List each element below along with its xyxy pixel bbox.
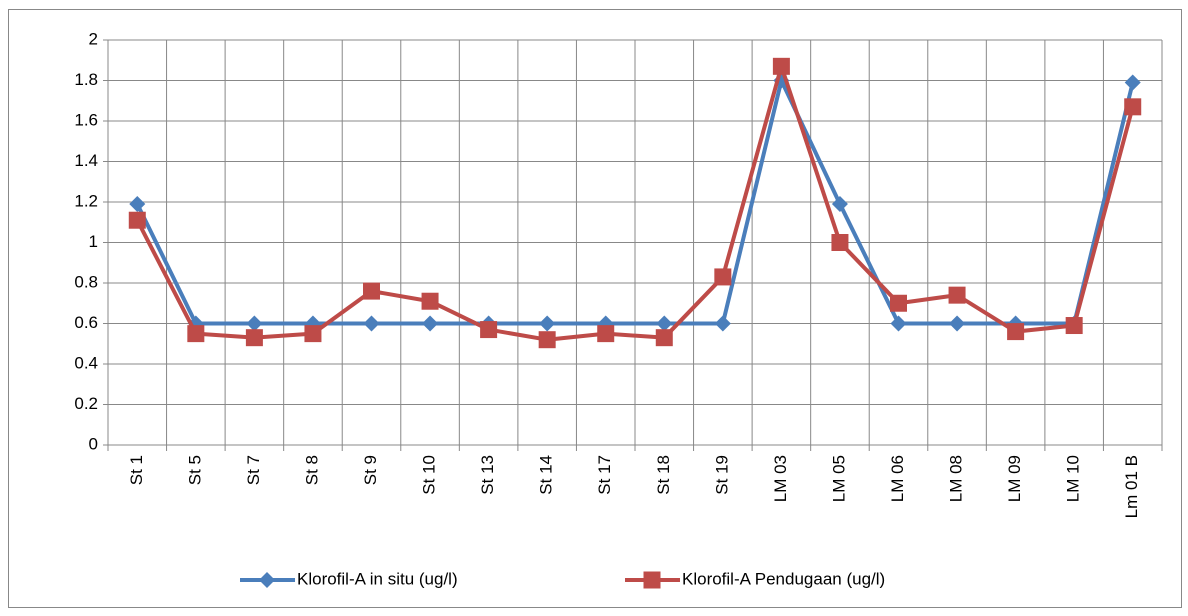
x-tick-label: St 1 xyxy=(127,455,146,485)
data-point xyxy=(831,196,848,213)
y-tick-label: 1.2 xyxy=(74,191,98,210)
x-tick-label: St 10 xyxy=(420,455,439,495)
data-point xyxy=(480,321,498,339)
x-tick-label: St 8 xyxy=(302,455,321,485)
data-point xyxy=(948,286,966,304)
legend-label: Klorofil-A Pendugaan (ug/l) xyxy=(682,569,885,588)
x-tick-label: St 7 xyxy=(244,455,263,485)
y-tick-label: 0.6 xyxy=(74,313,98,332)
x-tick-label: St 17 xyxy=(595,455,614,495)
data-point xyxy=(890,315,907,332)
data-point xyxy=(597,325,615,343)
y-tick-label: 1.8 xyxy=(74,70,98,89)
data-point xyxy=(1007,323,1025,341)
y-tick-label: 1.4 xyxy=(74,151,98,170)
data-point xyxy=(655,329,673,347)
data-point xyxy=(714,268,732,286)
x-tick-label: St 5 xyxy=(185,455,204,485)
series-line xyxy=(135,64,1135,342)
x-tick-label: LM 03 xyxy=(771,455,790,502)
data-point xyxy=(1124,74,1141,91)
data-point xyxy=(246,315,263,332)
legend-marker xyxy=(259,572,275,588)
x-tick-label: LM 05 xyxy=(829,455,848,502)
x-tick-label: LM 08 xyxy=(947,455,966,502)
data-point xyxy=(539,315,556,332)
x-tick-label: LM 09 xyxy=(1005,455,1024,502)
data-point xyxy=(890,294,907,312)
data-point xyxy=(422,315,439,332)
data-point xyxy=(363,282,380,300)
x-tick-label: LM 10 xyxy=(1064,455,1083,502)
data-point xyxy=(831,234,849,251)
data-point xyxy=(538,331,556,349)
y-tick-label: 0 xyxy=(89,434,98,453)
data-point xyxy=(656,315,673,332)
data-point xyxy=(304,325,322,343)
y-tick-label: 0.8 xyxy=(74,272,98,291)
y-tick-label: 1 xyxy=(89,232,98,251)
legend-label: Klorofil-A in situ (ug/l) xyxy=(297,569,458,588)
x-tick-label: LM 06 xyxy=(888,455,907,502)
data-point xyxy=(245,329,263,347)
x-tick-label: St 18 xyxy=(654,455,673,495)
data-point xyxy=(1124,98,1142,116)
x-tick-label: St 14 xyxy=(537,455,556,495)
y-tick-label: 2 xyxy=(89,29,98,48)
data-point xyxy=(129,196,146,213)
data-point xyxy=(421,292,439,310)
data-point xyxy=(772,57,790,75)
legend-marker xyxy=(643,571,661,589)
x-tick-label: Lm 01 B xyxy=(1122,455,1141,518)
data-point xyxy=(949,315,966,332)
data-point xyxy=(714,315,731,332)
y-tick-label: 1.6 xyxy=(74,110,98,129)
data-point xyxy=(128,211,146,229)
data-point xyxy=(363,315,380,332)
x-tick-label: St 9 xyxy=(361,455,380,485)
data-point xyxy=(1065,317,1083,335)
series-line xyxy=(135,78,1135,326)
data-point xyxy=(187,325,205,343)
y-tick-label: 0.2 xyxy=(74,394,98,413)
y-tick-label: 0.4 xyxy=(74,353,98,372)
x-tick-label: St 19 xyxy=(712,455,731,495)
x-tick-label: St 13 xyxy=(478,455,497,495)
